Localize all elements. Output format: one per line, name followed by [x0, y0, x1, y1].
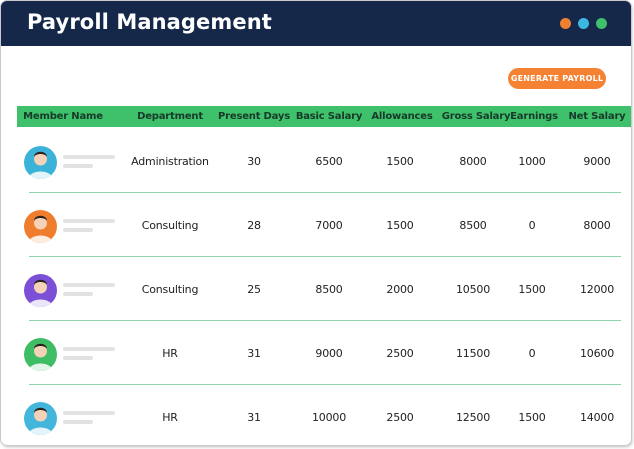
row-divider: [29, 256, 621, 257]
cell-gross-salary: 12500: [456, 411, 490, 424]
name-placeholder-secondary: [63, 292, 93, 296]
cell-basic-salary: 9000: [315, 347, 343, 360]
name-placeholder-secondary: [63, 164, 93, 168]
person-icon: [28, 343, 53, 371]
cell-gross-salary: 11500: [456, 347, 490, 360]
cell-basic-salary: 6500: [315, 155, 343, 168]
column-header-net-salary[interactable]: Net Salary: [568, 111, 626, 122]
cell-department: Administration: [131, 155, 209, 168]
cell-net-salary: 12000: [580, 283, 614, 296]
cell-present-days: 25: [247, 283, 261, 296]
column-header-present-days[interactable]: Present Days: [218, 111, 290, 122]
cell-department: Consulting: [141, 283, 199, 296]
row-divider: [29, 384, 621, 385]
cell-earnings: 1000: [518, 155, 546, 168]
cell-allowances: 1500: [386, 155, 414, 168]
green-dot-icon[interactable]: [596, 18, 607, 29]
row-divider: [29, 192, 621, 193]
cell-allowances: 2500: [386, 411, 414, 424]
person-icon: [28, 215, 53, 243]
avatar[interactable]: [24, 146, 57, 179]
generate-payroll-button[interactable]: GENERATE PAYROLL: [508, 68, 606, 89]
cell-earnings: 1500: [518, 411, 546, 424]
avatar[interactable]: [24, 210, 57, 243]
cell-allowances: 1500: [386, 219, 414, 232]
cell-present-days: 28: [247, 219, 261, 232]
cell-basic-salary: 7000: [315, 219, 343, 232]
name-placeholder: [63, 347, 115, 351]
table-row[interactable]: HR 31 10000 2500 12500 1500 14000: [1, 385, 631, 445]
column-header-earnings[interactable]: Earnings: [510, 111, 558, 122]
column-header-member-name[interactable]: Member Name: [23, 111, 103, 122]
cell-department: HR: [162, 411, 178, 424]
name-placeholder: [63, 155, 115, 159]
avatar[interactable]: [24, 274, 57, 307]
column-header-department[interactable]: Department: [137, 111, 203, 122]
name-placeholder-secondary: [63, 228, 93, 232]
name-placeholder: [63, 411, 115, 415]
cell-department: HR: [162, 347, 178, 360]
cell-earnings: 0: [528, 347, 536, 360]
cell-earnings: 1500: [518, 283, 546, 296]
window-controls: [560, 18, 607, 29]
person-icon: [28, 407, 53, 435]
cell-allowances: 2000: [386, 283, 414, 296]
person-icon: [28, 279, 53, 307]
table-row[interactable]: Consulting 28 7000 1500 8500 0 8000: [1, 193, 631, 257]
table-row[interactable]: Administration 30 6500 1500 8000 1000 9000: [1, 129, 631, 193]
cell-net-salary: 10600: [580, 347, 614, 360]
column-header-gross-salary[interactable]: Gross Salary: [441, 111, 511, 122]
cell-earnings: 0: [528, 219, 536, 232]
name-placeholder: [63, 219, 115, 223]
table-row[interactable]: Consulting 25 8500 2000 10500 1500 12000: [1, 257, 631, 321]
avatar[interactable]: [24, 402, 57, 435]
person-icon: [28, 151, 53, 179]
cell-basic-salary: 10000: [312, 411, 346, 424]
cell-gross-salary: 8000: [459, 155, 487, 168]
cell-gross-salary: 10500: [456, 283, 490, 296]
name-placeholder-secondary: [63, 356, 93, 360]
row-divider: [29, 320, 621, 321]
cell-department: Consulting: [141, 219, 199, 232]
cell-net-salary: 8000: [583, 219, 611, 232]
cell-present-days: 31: [247, 411, 261, 424]
orange-dot-icon[interactable]: [560, 18, 571, 29]
title-bar: Payroll Management: [1, 1, 631, 46]
column-header-allowances[interactable]: Allowances: [371, 111, 433, 122]
cell-present-days: 30: [247, 155, 261, 168]
table-header: Member Name Department Present Days Basi…: [17, 106, 631, 127]
avatar[interactable]: [24, 338, 57, 371]
cell-basic-salary: 8500: [315, 283, 343, 296]
cell-present-days: 31: [247, 347, 261, 360]
name-placeholder-secondary: [63, 420, 93, 424]
name-placeholder: [63, 283, 115, 287]
table-row[interactable]: HR 31 9000 2500 11500 0 10600: [1, 321, 631, 385]
cell-net-salary: 9000: [583, 155, 611, 168]
column-header-basic-salary[interactable]: Basic Salary: [295, 111, 363, 122]
cell-net-salary: 14000: [580, 411, 614, 424]
cell-gross-salary: 8500: [459, 219, 487, 232]
blue-dot-icon[interactable]: [578, 18, 589, 29]
cell-allowances: 2500: [386, 347, 414, 360]
page-title: Payroll Management: [27, 10, 272, 34]
